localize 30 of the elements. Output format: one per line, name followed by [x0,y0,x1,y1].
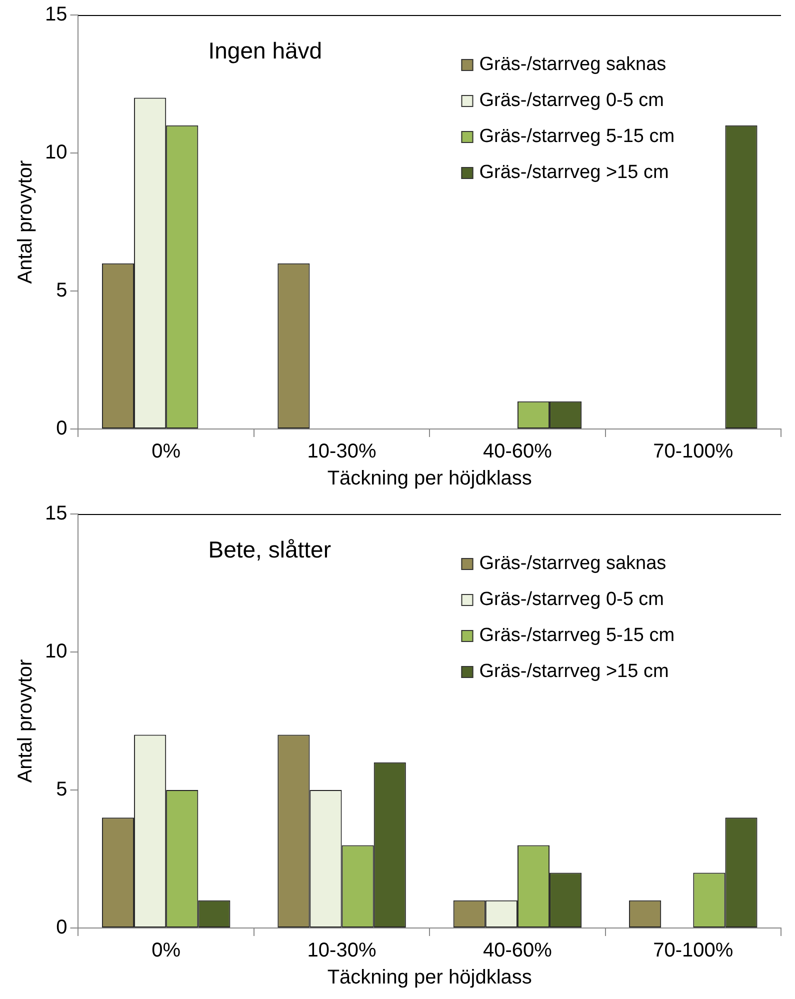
y-tick-label: 5 [56,778,68,801]
legend-label: Gräs-/starrveg saknas [479,553,666,574]
y-tick-label: 15 [44,502,68,525]
text: Ingen hävd [208,37,322,64]
y-tick-label: 10 [44,142,68,164]
legend-label: Gräs-/starrveg >15 cm [479,162,669,184]
x-axis-title: Täckning per höjdklass [327,468,532,490]
legend-label: Gräs-/starrveg 5-15 cm [479,625,675,646]
y-tick-label: 15 [44,4,68,26]
x-tick-label: 40-60% [483,440,552,463]
y-tick-label: 10 [44,640,68,663]
x-tick-label: 0% [152,440,181,463]
x-tick-label: 40-60% [483,940,552,962]
text: Bete, slåtter [208,536,332,562]
legend-label: Gräs-/starrveg >15 cm [479,661,669,682]
legend-label: Gräs-/starrveg saknas [479,54,666,76]
legend-label: Gräs-/starrveg 0-5 cm [479,90,664,112]
x-tick-label: 70-100% [653,940,734,962]
y-tick-label: 0 [56,916,68,939]
x-tick-label: 10-30% [307,940,376,962]
y-axis-title: Antal provytor [14,658,37,783]
x-tick-label: 10-30% [307,440,376,463]
y-axis-title: Antal provytor [14,160,37,284]
x-tick-label: 0% [152,940,181,962]
x-tick-label: 70-100% [653,440,734,463]
y-tick-label: 5 [56,280,68,302]
legend-label: Gräs-/starrveg 5-15 cm [479,126,675,148]
legend-label: Gräs-/starrveg 0-5 cm [479,589,664,610]
x-axis-title: Täckning per höjdklass [327,966,532,989]
y-tick-label: 0 [56,418,68,440]
